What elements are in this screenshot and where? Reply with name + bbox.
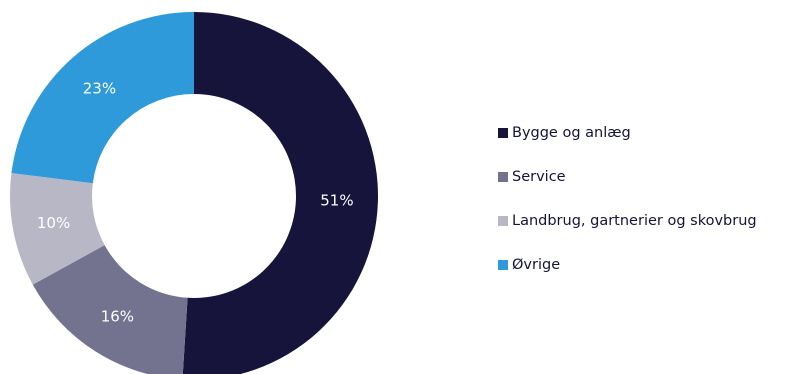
legend-swatch-ovrige [498, 260, 508, 270]
legend-swatch-service [498, 172, 508, 182]
legend-swatch-bygge-og-anlaeg [498, 128, 508, 138]
slice-label-bygge-og-anlaeg: 51% [320, 191, 353, 209]
donut-slice-bygge-og-anlaeg [182, 12, 378, 374]
donut-slice-ovrige [11, 12, 194, 184]
donut-slice-landbrug [10, 172, 105, 285]
donut-slices [10, 12, 378, 374]
legend-label-bygge-og-anlaeg: Bygge og anlæg [512, 125, 631, 141]
legend-label-landbrug: Landbrug, gartnerier og skovbrug [512, 213, 757, 229]
donut-slice-labels: 51% 16% 10% 23% [37, 80, 354, 326]
slice-label-landbrug: 10% [37, 214, 70, 232]
legend-item-service: Service [498, 166, 757, 188]
chart-legend: Bygge og anlæg Service Landbrug, gartner… [498, 122, 757, 298]
slice-label-ovrige: 23% [83, 80, 116, 98]
legend-item-bygge-og-anlaeg: Bygge og anlæg [498, 122, 757, 144]
legend-item-landbrug: Landbrug, gartnerier og skovbrug [498, 210, 757, 232]
legend-item-ovrige: Øvrige [498, 254, 757, 276]
legend-swatch-landbrug [498, 216, 508, 226]
slice-label-service: 16% [101, 308, 134, 326]
legend-label-service: Service [512, 169, 566, 185]
legend-label-ovrige: Øvrige [512, 257, 561, 273]
donut-slice-service [32, 245, 188, 374]
